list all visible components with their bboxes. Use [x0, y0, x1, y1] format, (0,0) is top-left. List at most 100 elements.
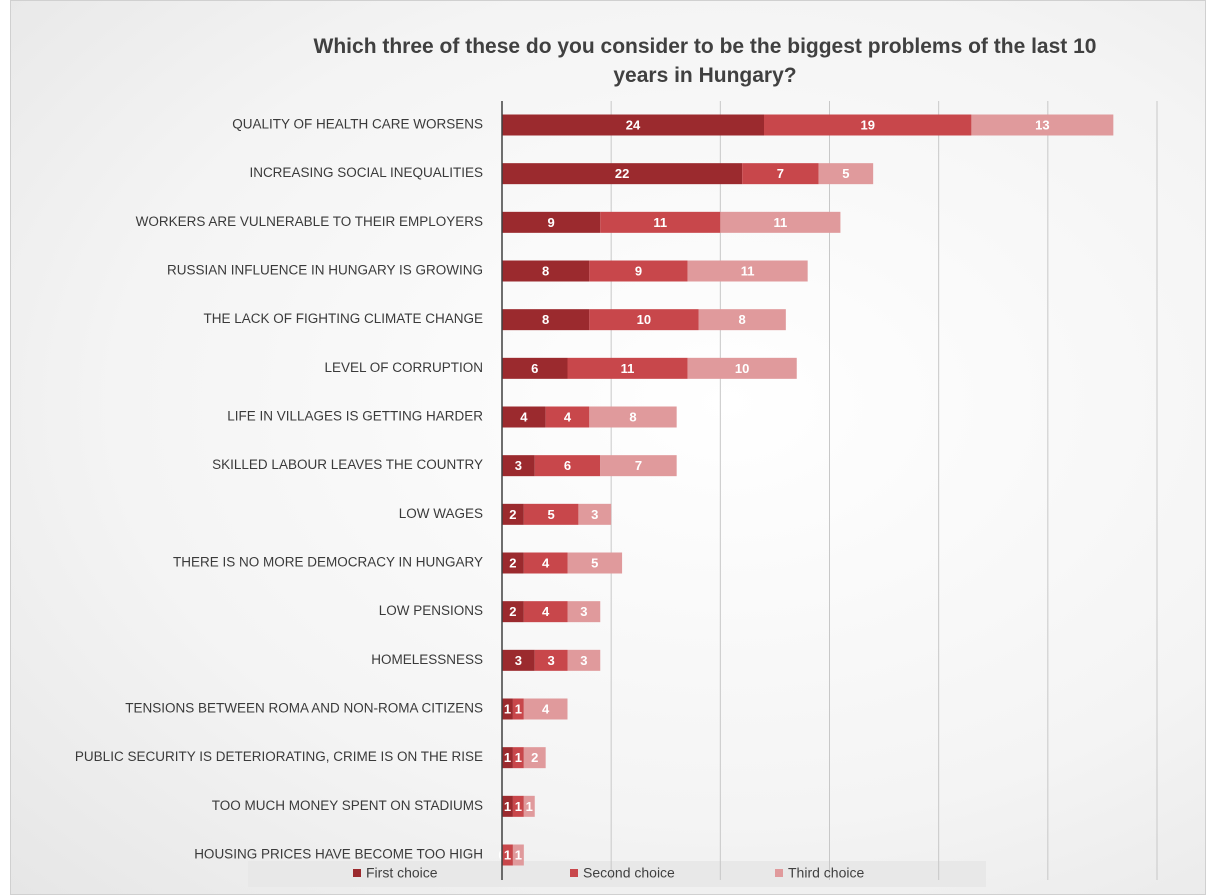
data-label: 4	[564, 409, 572, 424]
y-tick-label: THERE IS NO MORE DEMOCRACY IN HUNGARY	[173, 555, 483, 570]
bar-segment	[512, 747, 524, 769]
bar-segment	[502, 844, 513, 866]
bar-segment	[523, 795, 535, 817]
bar-segment	[502, 795, 513, 817]
data-label: 5	[842, 166, 849, 181]
data-label: 1	[515, 847, 522, 862]
y-tick-label: LIFE IN VILLAGES IS GETTING HARDER	[227, 409, 483, 424]
bar-segment	[502, 211, 601, 233]
data-label: 11	[621, 361, 635, 376]
bar-segment	[764, 114, 972, 136]
bar-segment	[502, 503, 524, 525]
y-tick-label: INCREASING SOCIAL INEQUALITIES	[249, 165, 483, 180]
bar-segment	[502, 357, 568, 379]
data-label: 11	[774, 215, 788, 230]
bar-segment	[512, 795, 524, 817]
y-tick-label: THE LACK OF FIGHTING CLIMATE CHANGE	[203, 311, 483, 326]
data-label: 2	[509, 555, 516, 570]
bar-segment	[534, 455, 601, 477]
data-label: 5	[591, 555, 598, 570]
data-label: 1	[526, 799, 533, 814]
bar-segment	[523, 552, 568, 574]
data-label: 7	[777, 166, 784, 181]
bar-segment	[971, 114, 1114, 136]
y-tick-label: LOW PENSIONS	[379, 603, 483, 618]
data-label: 10	[735, 361, 749, 376]
data-label: 3	[515, 653, 522, 668]
data-label: 19	[860, 117, 874, 132]
bar-segment	[567, 552, 623, 574]
data-label: 1	[504, 701, 511, 716]
data-label: 3	[580, 653, 587, 668]
bar-segment	[578, 503, 612, 525]
legend-label: Second choice	[583, 865, 675, 881]
y-tick-label: LEVEL OF CORRUPTION	[324, 360, 483, 375]
data-label: 22	[615, 166, 629, 181]
bar-segment	[600, 455, 677, 477]
data-label: 8	[739, 312, 746, 327]
data-label: 3	[548, 653, 555, 668]
bar-segment	[502, 114, 764, 136]
bar-segment	[687, 357, 797, 379]
y-tick-label: QUALITY OF HEALTH CARE WORSENS	[232, 117, 483, 132]
bar-segment	[502, 455, 535, 477]
data-label: 2	[531, 750, 538, 765]
bar-segment	[502, 260, 590, 282]
y-tick-label: LOW WAGES	[399, 506, 483, 521]
bar-segment	[545, 406, 590, 428]
y-tick-label: SKILLED LABOUR LEAVES THE COUNTRY	[212, 457, 483, 472]
data-label: 24	[626, 117, 641, 132]
bar-segment	[698, 309, 786, 331]
bar-segment	[589, 406, 677, 428]
bar-segment	[523, 747, 546, 769]
bar-segment	[502, 698, 513, 720]
data-label: 7	[635, 458, 642, 473]
data-label: 2	[509, 507, 516, 522]
y-tick-label: PUBLIC SECURITY IS DETERIORATING, CRIME …	[75, 749, 483, 764]
data-label: 1	[515, 701, 522, 716]
data-label: 1	[504, 799, 511, 814]
bar-segment	[502, 309, 590, 331]
data-label: 4	[542, 604, 550, 619]
legend-box	[248, 861, 986, 887]
data-label: 8	[629, 409, 636, 424]
data-label: 1	[515, 750, 522, 765]
bar-segment	[523, 698, 568, 720]
legend-swatch	[775, 869, 783, 877]
bar-segment	[502, 649, 535, 671]
bar-segment	[600, 211, 721, 233]
bar-segment	[523, 503, 579, 525]
legend-label: First choice	[366, 865, 438, 881]
y-tick-label: HOUSING PRICES HAVE BECOME TOO HIGH	[194, 847, 483, 862]
legend-swatch	[570, 869, 578, 877]
bar-segment	[567, 357, 688, 379]
y-tick-label: HOMELESSNESS	[371, 652, 483, 667]
data-label: 4	[542, 555, 550, 570]
bar-segment	[502, 406, 546, 428]
bar-segment	[502, 747, 513, 769]
data-label: 10	[637, 312, 651, 327]
data-label: 1	[504, 847, 511, 862]
bar-segment	[720, 211, 841, 233]
bar-segment	[502, 601, 524, 623]
data-label: 4	[520, 409, 528, 424]
bar-segment	[567, 601, 601, 623]
data-label: 2	[509, 604, 516, 619]
data-label: 11	[741, 263, 755, 278]
chart-frame	[10, 0, 1206, 895]
bar-segment	[502, 163, 743, 185]
bar-segment	[512, 698, 524, 720]
data-label: 4	[542, 701, 550, 716]
data-label: 8	[542, 263, 549, 278]
data-label: 8	[542, 312, 549, 327]
bar-segment	[589, 260, 688, 282]
data-label: 3	[591, 507, 598, 522]
bar-segment	[534, 649, 568, 671]
bar-segment	[523, 601, 568, 623]
y-tick-label: WORKERS ARE VULNERABLE TO THEIR EMPLOYER…	[136, 214, 483, 229]
y-tick-label: TENSIONS BETWEEN ROMA AND NON-ROMA CITIZ…	[125, 701, 483, 716]
data-label: 11	[653, 215, 667, 230]
data-label: 1	[504, 750, 511, 765]
bar-segment	[589, 309, 699, 331]
